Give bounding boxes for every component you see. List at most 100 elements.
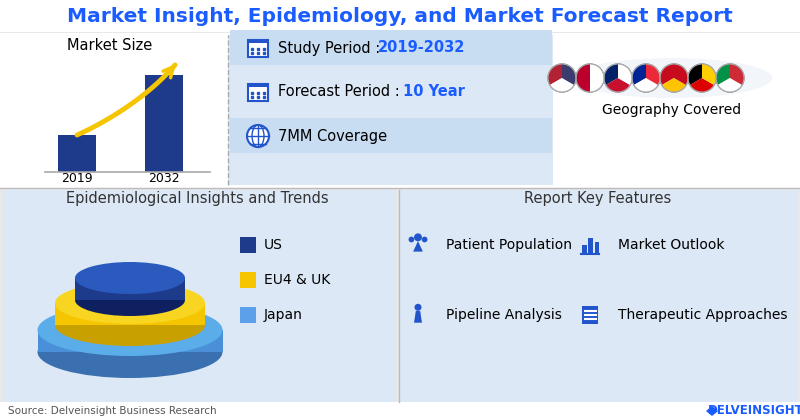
Text: Market Size: Market Size <box>67 39 153 53</box>
Wedge shape <box>688 64 702 85</box>
Circle shape <box>576 64 604 92</box>
Text: 2032: 2032 <box>148 173 180 186</box>
FancyBboxPatch shape <box>3 190 396 402</box>
Wedge shape <box>550 78 574 92</box>
Wedge shape <box>562 64 576 85</box>
Text: Study Period :: Study Period : <box>278 40 385 55</box>
Wedge shape <box>590 64 604 92</box>
FancyBboxPatch shape <box>248 39 268 43</box>
Ellipse shape <box>55 304 205 346</box>
Text: Japan: Japan <box>264 308 303 322</box>
Circle shape <box>548 64 576 92</box>
FancyBboxPatch shape <box>228 35 553 185</box>
Circle shape <box>660 64 688 92</box>
Wedge shape <box>646 64 660 85</box>
FancyBboxPatch shape <box>75 278 185 300</box>
Polygon shape <box>414 311 422 323</box>
FancyBboxPatch shape <box>594 241 599 254</box>
Wedge shape <box>716 64 730 85</box>
Circle shape <box>716 64 744 92</box>
FancyBboxPatch shape <box>248 40 268 57</box>
Circle shape <box>548 64 576 92</box>
Circle shape <box>247 125 269 147</box>
Wedge shape <box>730 64 744 85</box>
Circle shape <box>409 236 414 242</box>
Polygon shape <box>413 241 423 252</box>
Wedge shape <box>702 64 716 85</box>
FancyBboxPatch shape <box>230 30 552 65</box>
Ellipse shape <box>572 58 772 98</box>
Circle shape <box>414 304 422 311</box>
Text: Epidemiological Insights and Trends: Epidemiological Insights and Trends <box>66 191 328 205</box>
Circle shape <box>688 64 716 92</box>
FancyBboxPatch shape <box>0 0 800 32</box>
Wedge shape <box>730 64 744 85</box>
Wedge shape <box>690 78 714 92</box>
Wedge shape <box>634 78 658 92</box>
FancyBboxPatch shape <box>230 73 552 110</box>
Text: 2019: 2019 <box>61 173 93 186</box>
Circle shape <box>632 64 660 92</box>
Wedge shape <box>702 64 716 85</box>
Text: EU4 & UK: EU4 & UK <box>264 273 330 287</box>
Text: Market Insight, Epidemiology, and Market Forecast Report: Market Insight, Epidemiology, and Market… <box>67 6 733 26</box>
FancyBboxPatch shape <box>0 402 800 420</box>
Wedge shape <box>646 64 660 85</box>
Wedge shape <box>718 78 742 92</box>
Text: Therapeutic Approaches: Therapeutic Approaches <box>618 308 787 322</box>
Wedge shape <box>688 64 702 85</box>
Text: Geography Covered: Geography Covered <box>602 103 742 117</box>
Text: Report Key Features: Report Key Features <box>524 191 672 205</box>
Text: DELVEINSIGHT: DELVEINSIGHT <box>708 404 800 417</box>
Circle shape <box>632 64 660 92</box>
Text: Source: Delveinsight Business Research: Source: Delveinsight Business Research <box>8 406 217 416</box>
FancyBboxPatch shape <box>248 84 268 101</box>
Circle shape <box>604 64 632 92</box>
FancyBboxPatch shape <box>248 84 268 87</box>
Wedge shape <box>634 78 658 92</box>
Text: 10 Year: 10 Year <box>403 84 465 100</box>
Wedge shape <box>606 78 630 92</box>
Wedge shape <box>604 64 618 85</box>
Wedge shape <box>618 64 632 85</box>
Text: Pipeline Analysis: Pipeline Analysis <box>446 308 562 322</box>
Wedge shape <box>632 64 646 85</box>
Wedge shape <box>590 64 604 92</box>
Text: US: US <box>264 238 283 252</box>
FancyBboxPatch shape <box>58 135 96 172</box>
Wedge shape <box>550 78 574 92</box>
Text: 7MM Coverage: 7MM Coverage <box>278 129 387 144</box>
FancyBboxPatch shape <box>145 75 183 172</box>
Ellipse shape <box>75 262 185 294</box>
Ellipse shape <box>38 304 222 356</box>
FancyBboxPatch shape <box>582 306 598 324</box>
FancyBboxPatch shape <box>400 190 797 402</box>
Ellipse shape <box>55 282 205 324</box>
Wedge shape <box>674 64 688 85</box>
Wedge shape <box>662 78 686 92</box>
FancyBboxPatch shape <box>589 239 593 254</box>
FancyBboxPatch shape <box>240 272 256 288</box>
Wedge shape <box>606 78 630 92</box>
FancyBboxPatch shape <box>38 330 223 352</box>
Circle shape <box>422 236 427 242</box>
Circle shape <box>688 64 716 92</box>
Circle shape <box>660 64 688 92</box>
Ellipse shape <box>75 284 185 316</box>
Circle shape <box>716 64 744 92</box>
Wedge shape <box>604 64 618 85</box>
Wedge shape <box>662 78 686 92</box>
Wedge shape <box>716 64 730 85</box>
FancyBboxPatch shape <box>582 245 586 254</box>
FancyBboxPatch shape <box>690 405 795 417</box>
FancyBboxPatch shape <box>230 118 552 153</box>
Wedge shape <box>576 64 590 92</box>
Wedge shape <box>690 78 714 92</box>
Wedge shape <box>674 64 688 85</box>
Circle shape <box>576 64 604 92</box>
Wedge shape <box>618 64 632 85</box>
Text: Market Outlook: Market Outlook <box>618 238 725 252</box>
Wedge shape <box>576 64 590 92</box>
Wedge shape <box>718 78 742 92</box>
Polygon shape <box>706 406 718 416</box>
